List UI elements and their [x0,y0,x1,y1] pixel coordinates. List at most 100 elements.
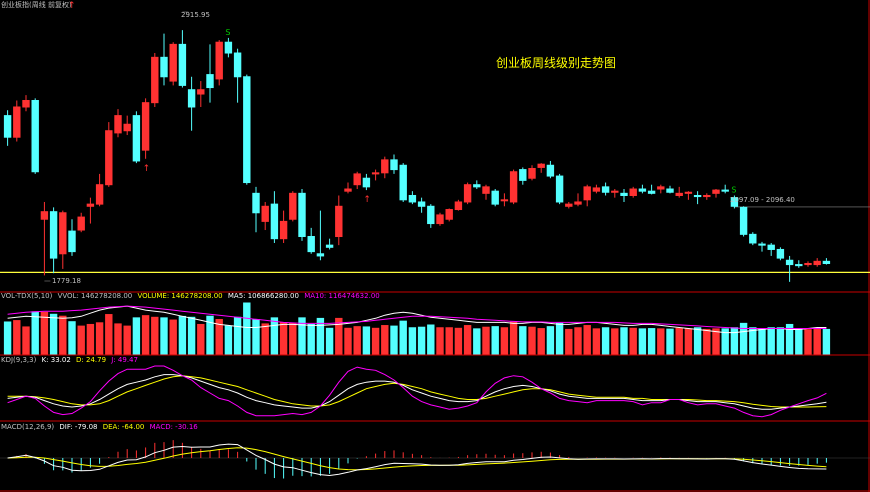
volume-bar [491,326,499,355]
volume-bar [583,325,591,355]
candlestick-panel[interactable]: ↑ ↑ S S [0,11,870,282]
candle [252,186,260,233]
candle-body [454,201,463,211]
volume-bar [611,328,619,355]
candle-body [739,206,748,235]
candle [611,189,619,198]
chart-title: 创业板指(周线 前复权) [1,0,72,9]
volume-bar [151,316,159,355]
volume-bar [353,326,361,355]
candle-body [141,102,150,151]
volume-bar [509,321,518,355]
candle-body [289,192,297,220]
volume-bar [344,327,352,355]
candle [463,182,472,205]
candle-body [169,43,177,82]
candle [261,201,269,231]
candle-body [31,100,39,173]
candle [68,219,76,256]
volume-bar [224,325,233,355]
candle-body [325,244,334,248]
candle-body [86,203,95,207]
candle [160,33,168,86]
candle-body [187,89,196,108]
candle-body [270,203,279,240]
candle-body [574,201,582,205]
candle [40,201,49,276]
signal-marker-icon: S [225,28,230,37]
volume-bar [647,328,656,355]
volume-bar [795,328,803,355]
candle-body [601,186,610,193]
candle-body [629,188,637,196]
macd-panel[interactable] [0,440,870,479]
candle-body [611,190,619,193]
volume-bar [197,323,205,355]
buy-signal-arrow-icon: ↑ [143,164,151,174]
candle-body [767,244,775,250]
candle-body [335,205,343,238]
volume-bar [40,311,49,355]
candle-body [491,190,499,205]
candle [712,189,720,198]
candle [59,210,67,269]
volume-bar [565,328,573,355]
candle-body [206,74,214,89]
candle [417,197,426,213]
macd-indicator-header: MACD(12,26,9) DIF: -79.08 DEA: -64.00 MA… [1,423,198,431]
candle [151,53,159,107]
low-price-label: 1779.18 [52,277,81,285]
candle [353,171,361,190]
candle [224,37,233,58]
volume-bar [519,326,527,355]
candle-body [473,184,481,188]
kdj-j-value: J: 49.47 [110,356,138,364]
volume-bar [31,311,39,355]
candle-body [68,230,76,253]
candle [500,193,509,207]
candle [399,163,407,202]
volume-bar [629,327,637,355]
volume-bar [537,328,545,355]
candle-body [675,192,683,196]
candle [822,258,831,265]
candle-body [13,106,21,138]
volume-panel[interactable] [3,302,831,355]
volume-bar [289,322,297,355]
candle [555,173,564,205]
candle [703,193,711,200]
range-price-label: 2097.09 - 2096.40 [730,196,795,204]
volume-bar [427,324,435,355]
kdj-k-line [7,374,827,410]
candle-body [519,169,527,181]
candle [721,184,729,194]
candle [776,247,785,261]
candle-body [390,159,398,171]
candle [583,184,591,207]
kdj-d-line [7,375,827,408]
candle [22,95,30,112]
volume-bar [592,328,601,355]
volume-bar [666,328,674,355]
macd-indicator-label: MACD(12,26,9) [1,423,54,431]
volume-bar [528,326,536,355]
candle [436,212,444,226]
candle-body [666,188,674,193]
candle [77,212,85,233]
volume-bar [638,328,647,355]
candle-body [371,172,380,175]
candle-body [509,171,518,203]
kdj-panel[interactable] [7,365,827,418]
candle-body [813,260,821,266]
candle [3,110,12,146]
volume-bar [22,326,30,355]
candle [454,199,463,211]
volume-bar [270,317,279,355]
macd-dea-value: DEA: -64.00 [103,423,145,431]
volume-bar [436,327,444,355]
candle-body [59,212,67,255]
volume-bar [77,325,85,355]
volume-bar [169,319,177,355]
volume-bar [555,322,564,355]
